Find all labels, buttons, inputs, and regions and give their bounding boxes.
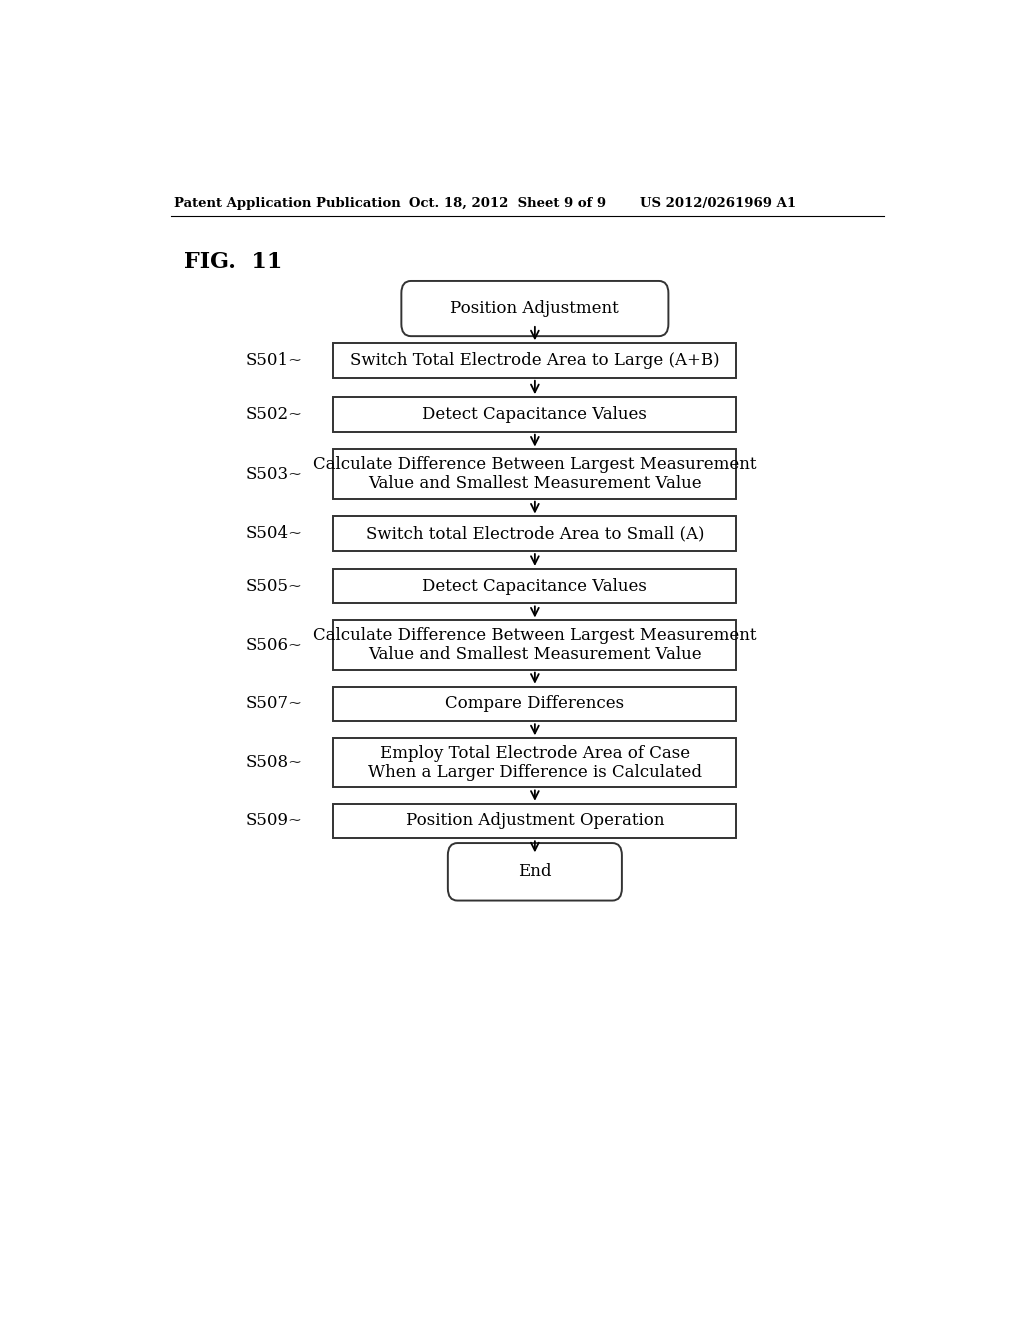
Text: S509~: S509~ bbox=[246, 813, 302, 829]
FancyBboxPatch shape bbox=[334, 804, 736, 838]
Text: S502~: S502~ bbox=[246, 407, 302, 422]
Text: Detect Capacitance Values: Detect Capacitance Values bbox=[423, 407, 647, 422]
Text: Patent Application Publication: Patent Application Publication bbox=[174, 197, 401, 210]
Text: Compare Differences: Compare Differences bbox=[445, 696, 625, 713]
Text: S505~: S505~ bbox=[246, 578, 302, 594]
Text: S501~: S501~ bbox=[246, 352, 302, 370]
Text: Switch Total Electrode Area to Large (A+B): Switch Total Electrode Area to Large (A+… bbox=[350, 352, 720, 370]
Text: Employ Total Electrode Area of Case
When a Larger Difference is Calculated: Employ Total Electrode Area of Case When… bbox=[368, 744, 701, 781]
FancyBboxPatch shape bbox=[334, 343, 736, 378]
Text: Switch total Electrode Area to Small (A): Switch total Electrode Area to Small (A) bbox=[366, 525, 705, 543]
Text: Detect Capacitance Values: Detect Capacitance Values bbox=[423, 578, 647, 594]
Text: Calculate Difference Between Largest Measurement
Value and Smallest Measurement : Calculate Difference Between Largest Mea… bbox=[313, 455, 757, 492]
Text: Oct. 18, 2012  Sheet 9 of 9: Oct. 18, 2012 Sheet 9 of 9 bbox=[409, 197, 605, 210]
Text: S503~: S503~ bbox=[246, 466, 302, 483]
FancyBboxPatch shape bbox=[334, 686, 736, 721]
Text: FIG.  11: FIG. 11 bbox=[183, 251, 283, 273]
FancyBboxPatch shape bbox=[334, 569, 736, 603]
Text: S506~: S506~ bbox=[246, 636, 302, 653]
Text: S507~: S507~ bbox=[246, 696, 302, 713]
Text: US 2012/0261969 A1: US 2012/0261969 A1 bbox=[640, 197, 796, 210]
FancyBboxPatch shape bbox=[334, 449, 736, 499]
Text: Position Adjustment Operation: Position Adjustment Operation bbox=[406, 813, 665, 829]
Text: Calculate Difference Between Largest Measurement
Value and Smallest Measurement : Calculate Difference Between Largest Mea… bbox=[313, 627, 757, 664]
FancyBboxPatch shape bbox=[334, 738, 736, 788]
FancyBboxPatch shape bbox=[334, 620, 736, 669]
Text: S504~: S504~ bbox=[246, 525, 302, 543]
FancyBboxPatch shape bbox=[401, 281, 669, 337]
Text: S508~: S508~ bbox=[246, 754, 302, 771]
Text: End: End bbox=[518, 863, 552, 880]
Text: Position Adjustment: Position Adjustment bbox=[451, 300, 620, 317]
FancyBboxPatch shape bbox=[334, 516, 736, 552]
FancyBboxPatch shape bbox=[334, 397, 736, 432]
FancyBboxPatch shape bbox=[447, 843, 622, 900]
